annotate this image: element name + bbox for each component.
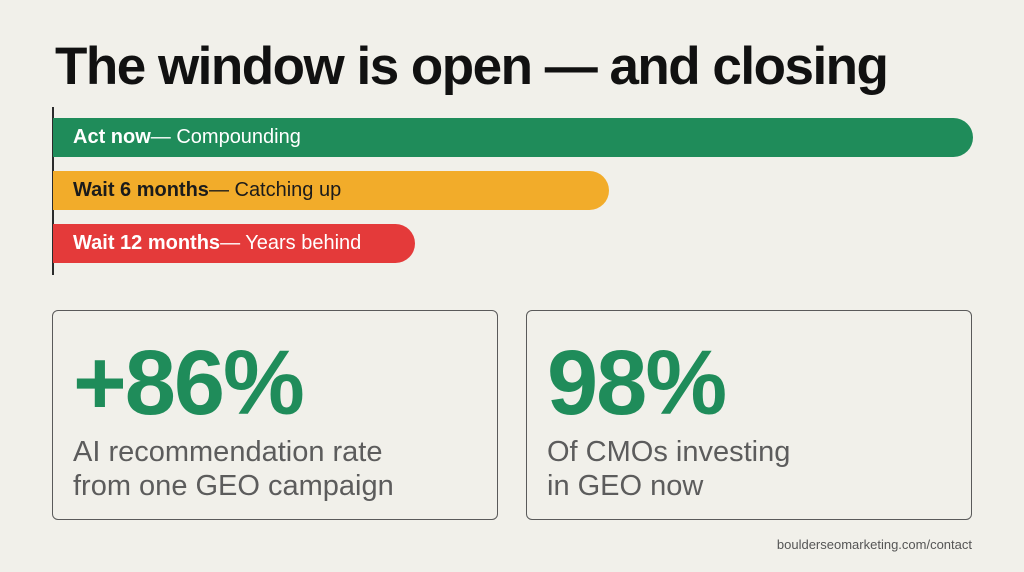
- bar-act-now-label: Act now: [73, 126, 151, 148]
- stat-card-recommendation-rate: +86% AI recommendation rate from one GEO…: [52, 310, 498, 520]
- stat-description-recommendation-rate: AI recommendation rate from one GEO camp…: [73, 435, 394, 503]
- bar-wait-6-months-detail: — Catching up: [208, 179, 342, 201]
- timeline-chart: Act now — Compounding Wait 6 months — Ca…: [52, 107, 982, 275]
- bar-wait-12-months-label: Wait 12 months: [73, 232, 221, 254]
- stat-description-cmo-investing: Of CMOs investing in GEO now: [547, 435, 790, 503]
- bar-wait-12-months: Wait 12 months — Years behind: [53, 224, 415, 263]
- bar-wait-6-months: Wait 6 months — Catching up: [53, 171, 609, 210]
- stat-description-line: from one GEO campaign: [73, 470, 394, 502]
- bar-wait-12-months-detail: — Years behind: [220, 232, 362, 254]
- stat-card-cmo-investing: 98% Of CMOs investing in GEO now: [526, 310, 972, 520]
- footer-contact-link[interactable]: boulderseomarketing.com/contact: [776, 537, 972, 552]
- stat-description-line: AI recommendation rate: [73, 436, 383, 468]
- bar-wait-6-months-label: Wait 6 months: [73, 179, 209, 201]
- stat-description-line: in GEO now: [547, 470, 704, 502]
- bar-act-now-detail: — Compounding: [150, 126, 301, 148]
- stat-description-line: Of CMOs investing: [547, 436, 791, 468]
- page-title: The window is open — and closing: [55, 37, 889, 96]
- stat-value-recommendation-rate: +86%: [73, 332, 305, 434]
- bar-act-now: Act now — Compounding: [53, 118, 973, 157]
- stat-value-cmo-investing: 98%: [547, 332, 727, 434]
